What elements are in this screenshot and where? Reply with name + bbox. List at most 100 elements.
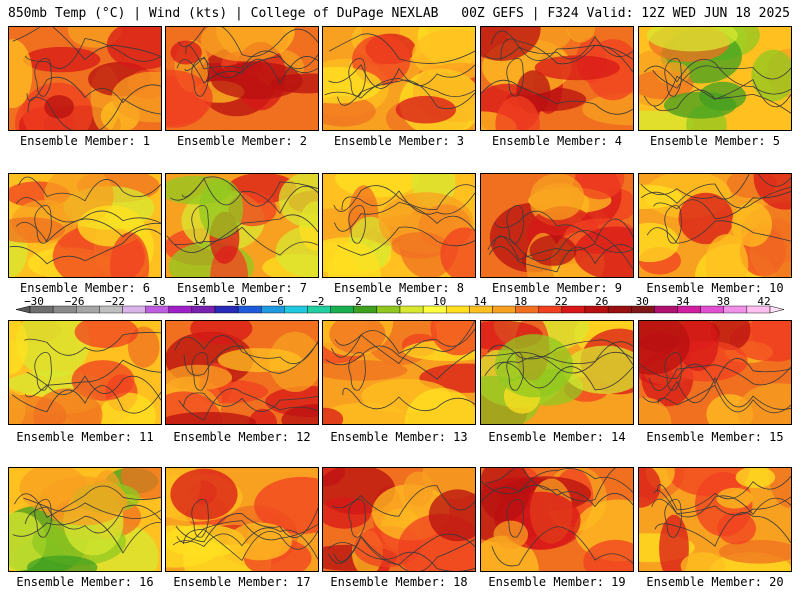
contour-line: [26, 359, 161, 386]
contour-line: [14, 485, 161, 518]
contour-line: [331, 328, 475, 365]
colorbar-tick-label: 38: [717, 296, 730, 308]
ensemble-map-panel: [8, 467, 162, 572]
colorbar-tick-label: −26: [65, 296, 85, 308]
terrain-contour: [191, 498, 209, 538]
colorbar-swatch: [284, 305, 308, 314]
temperature-field-map: [9, 174, 161, 277]
temperature-field-map: [487, 174, 633, 277]
temperature-shading: [227, 522, 292, 561]
ensemble-member-label: Ensemble Member: 15: [646, 430, 784, 444]
contour-line: [328, 542, 475, 571]
terrain-contour: [506, 498, 524, 538]
contour-line: [325, 345, 475, 380]
temperature-shading: [677, 321, 719, 371]
temperature-shading: [217, 348, 302, 373]
ensemble-member-label: Ensemble Member: 12: [173, 430, 311, 444]
contour-line: [333, 184, 475, 212]
colorbar-swatch: [122, 305, 146, 314]
ensemble-member-label: Ensemble Member: 6: [19, 281, 151, 295]
contour-line: [166, 214, 318, 253]
ensemble-member-label: Ensemble Member: 17: [173, 575, 311, 589]
colorbar-tick-label: −10: [227, 296, 247, 308]
contour-line: [174, 226, 318, 256]
temperature-field-map: [323, 27, 475, 130]
temperature-field-map: [639, 174, 791, 277]
contour-line: [183, 342, 318, 376]
temperature-shading: [680, 552, 726, 571]
temperature-shading: [323, 95, 376, 127]
temperature-shading: [39, 476, 128, 526]
ensemble-map-panel: [165, 467, 319, 572]
temperature-shading: [582, 93, 633, 126]
colorbar-tick-label: 22: [555, 296, 568, 308]
temperature-shading: [481, 27, 541, 61]
temperature-shading: [71, 360, 135, 401]
ensemble-member-label: Ensemble Member: 4: [491, 134, 623, 148]
contour-line: [181, 177, 318, 215]
temperature-shading: [563, 345, 633, 394]
temperature-shading: [327, 242, 381, 277]
colorbar-swatch: [330, 305, 354, 314]
colorbar-tick-label: 2: [355, 296, 362, 308]
contour-line: [653, 190, 791, 220]
ensemble-member-label: Ensemble Member: 10: [646, 281, 784, 295]
temperature-field-map: [166, 468, 318, 571]
colorbar-tick-label: 26: [595, 296, 608, 308]
contour-line: [12, 27, 161, 61]
colorbar-tick-label: −18: [146, 296, 166, 308]
temperature-shading: [199, 178, 244, 239]
ensemble-map-panel: [322, 467, 476, 572]
temperature-shading: [211, 61, 303, 100]
temperature-shading: [323, 66, 383, 104]
colorbar-swatch: [399, 305, 424, 314]
contour-line: [484, 44, 633, 73]
contour-line: [484, 361, 633, 391]
colorbar-tick-label: −14: [186, 296, 206, 308]
terrain-contour: [191, 351, 209, 391]
ensemble-map-panel: [322, 26, 476, 131]
temperature-shading: [254, 476, 318, 534]
temperature-field-map: [166, 321, 318, 424]
contour-line: [9, 228, 161, 265]
colorbar-swatch: [446, 305, 470, 314]
terrain-contour: [191, 57, 209, 97]
ensemble-map-panel: [8, 173, 162, 278]
contour-line: [331, 485, 475, 517]
temperature-shading: [639, 468, 661, 508]
temperature-shading: [639, 184, 683, 210]
temperature-shading: [737, 383, 791, 424]
contour-line: [328, 63, 475, 89]
terrain-contour: [506, 351, 524, 391]
temperature-shading: [428, 489, 475, 542]
temperature-shading: [573, 226, 633, 277]
temperature-shading: [494, 334, 574, 398]
contour-line: [24, 38, 161, 69]
colorbar-tick-label: −6: [271, 296, 284, 308]
terrain-contour: [348, 204, 366, 244]
contour-line: [643, 75, 791, 108]
temperature-field-map: [639, 27, 791, 130]
temperature-field-map: [639, 321, 791, 424]
temperature-shading: [678, 192, 734, 245]
contour-line: [657, 384, 791, 414]
temperature-shading: [717, 512, 757, 545]
contour-line: [327, 533, 475, 565]
terrain-contour: [34, 57, 52, 97]
colorbar-tick-label: −2: [311, 296, 324, 308]
ensemble-map-panel: [638, 173, 792, 278]
temperature-shading: [574, 174, 625, 200]
contour-line: [175, 508, 318, 543]
colorbar-tick-label: 42: [757, 296, 770, 308]
temperature-shading: [735, 468, 776, 488]
temperature-shading: [639, 321, 690, 375]
temperature-shading: [395, 95, 456, 124]
ensemble-map-panel: [480, 173, 634, 278]
contour-line: [490, 30, 633, 60]
contour-line: [487, 339, 633, 366]
contour-line: [27, 96, 161, 130]
terrain-contour: [506, 204, 524, 244]
terrain-contour: [34, 498, 52, 538]
temperature-shading: [170, 468, 238, 520]
ensemble-map-panel: [8, 26, 162, 131]
